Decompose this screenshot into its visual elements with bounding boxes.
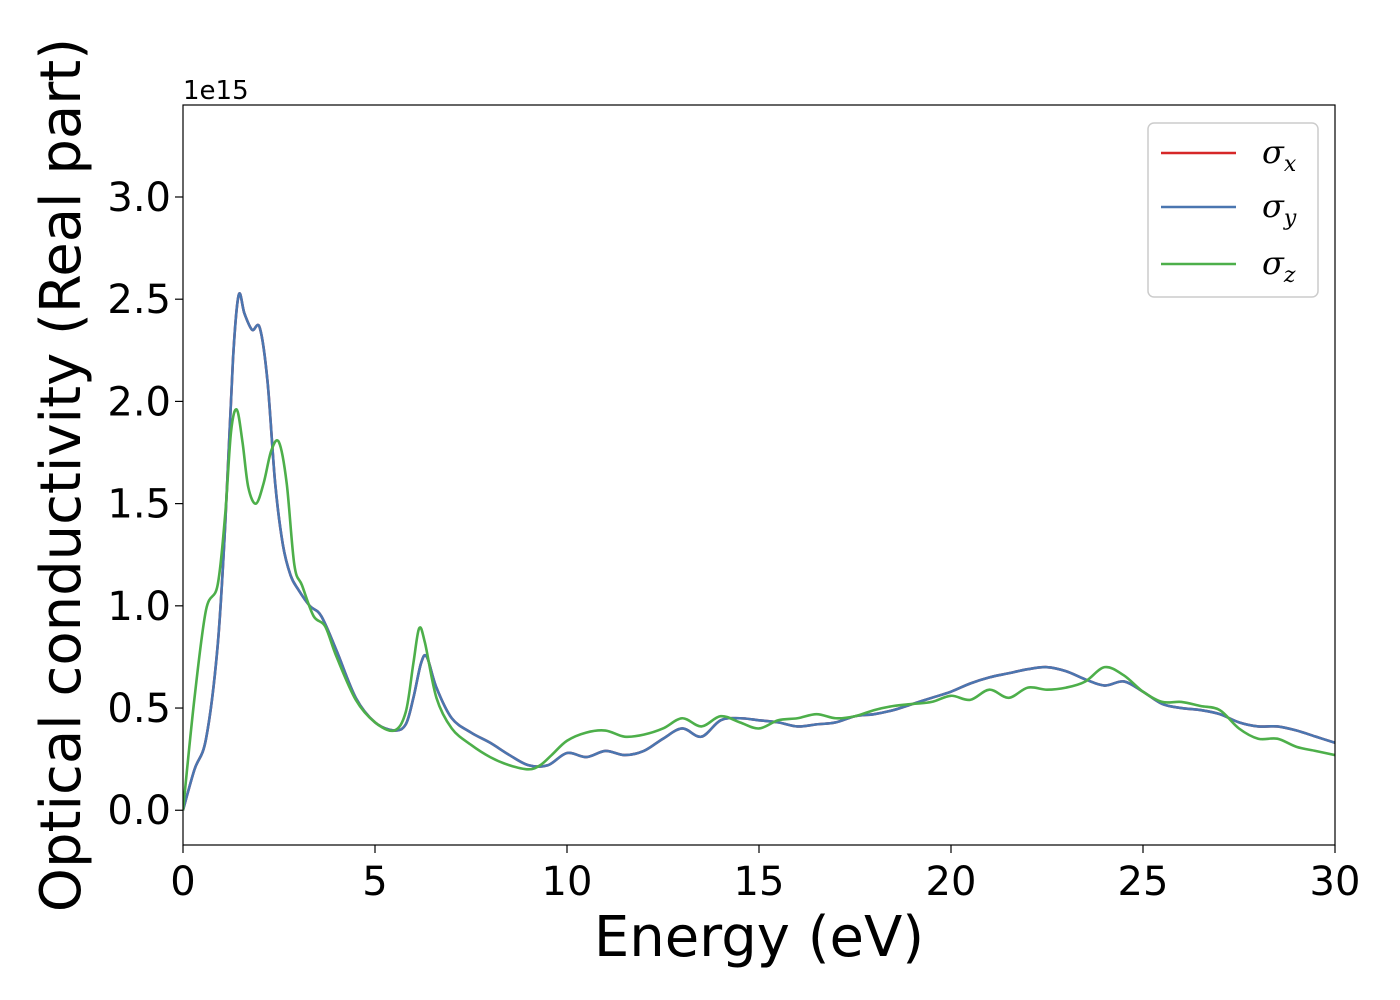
x-tick-label: 5 bbox=[362, 859, 387, 905]
y-offset-label: 1e15 bbox=[183, 76, 249, 106]
x-tick-label: 0 bbox=[170, 859, 195, 905]
x-tick-label: 20 bbox=[926, 859, 977, 905]
y-axis-title: Optical conductivity (Real part) bbox=[29, 38, 94, 912]
series-line-sigma-y bbox=[183, 292, 1335, 811]
x-tick-label: 15 bbox=[734, 859, 785, 905]
x-axis-title: Energy (eV) bbox=[594, 905, 924, 970]
x-tick-label: 10 bbox=[542, 859, 593, 905]
x-tick-label: 30 bbox=[1310, 859, 1361, 905]
y-tick-label: 2.0 bbox=[107, 379, 171, 425]
y-tick-label: 1.0 bbox=[107, 584, 171, 630]
y-tick-label: 3.0 bbox=[107, 175, 171, 221]
y-tick-label: 0.5 bbox=[107, 686, 171, 732]
series-line-sigma-z bbox=[183, 408, 1335, 811]
legend-box bbox=[1147, 122, 1319, 298]
x-tick-label: 25 bbox=[1118, 859, 1169, 905]
y-tick-label: 2.5 bbox=[107, 277, 171, 323]
y-tick-label: 1.5 bbox=[107, 482, 171, 528]
y-tick-label: 0.0 bbox=[107, 788, 171, 834]
